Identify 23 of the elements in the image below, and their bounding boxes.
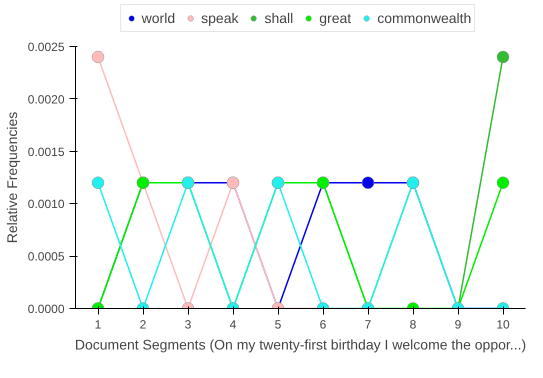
x-tick-label: 1 [94,318,102,332]
y-tick-label: 0.0000 [28,302,65,316]
x-tick-label: 7 [364,318,372,332]
y-tick-label: 0.0020 [28,92,65,106]
x-tick-label: 2 [140,318,147,332]
legend-label: world [142,10,176,26]
legend-label: commonwealth [377,10,472,26]
x-tick-label: 4 [230,318,237,332]
x-tick-label: 9 [454,318,462,332]
x-tick-label: 6 [320,318,327,332]
x-tick-label: 8 [410,318,417,332]
legend-label: shall [264,10,294,26]
y-tick-label: 0.0015 [28,144,65,159]
y-tick-label: 0.0010 [28,197,65,212]
x-tick-label: 3 [184,318,192,332]
x-axis-title: Document Segments (On my twenty-first birthday I welcome the oppor...) [74,336,526,352]
x-tick-label: 5 [274,318,282,332]
x-tick-label: 10 [496,318,510,332]
legend-label: great [319,10,352,26]
y-axis-title: Relative Frequencies [4,112,20,244]
y-tick-label: 0.0025 [28,40,65,54]
y-tick-label: 0.0005 [28,250,65,264]
legend-label: speak [201,10,238,26]
